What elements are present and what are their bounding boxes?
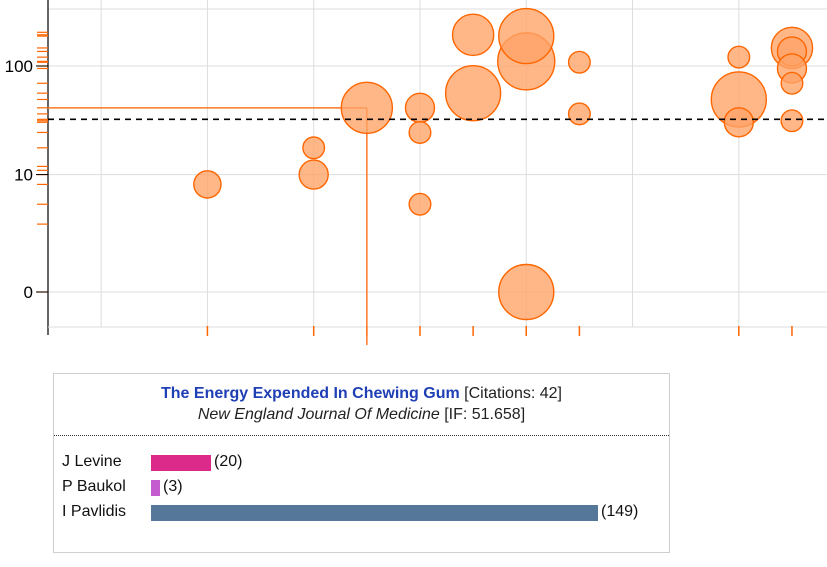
y-tick-label: 100 bbox=[5, 57, 33, 76]
y-tick-label: 10 bbox=[14, 166, 33, 185]
data-points bbox=[193, 7, 814, 321]
paper-info-box: The Energy Expended In Chewing Gum [Cita… bbox=[53, 373, 670, 553]
data-point bbox=[404, 92, 436, 124]
citation-count: [Citations: 42] bbox=[464, 385, 562, 402]
data-point bbox=[780, 71, 804, 95]
data-point bbox=[727, 45, 751, 69]
author-count: (3) bbox=[163, 478, 183, 495]
highlight-crosshair bbox=[48, 107, 368, 345]
author-count: (149) bbox=[601, 503, 639, 520]
data-point bbox=[567, 102, 591, 126]
data-point bbox=[340, 81, 394, 135]
author-name[interactable]: P Baukol bbox=[62, 478, 126, 495]
data-point bbox=[408, 192, 432, 216]
tick-labels: 19931994199619982000200220042006010100 bbox=[5, 57, 33, 302]
author-bar bbox=[151, 480, 160, 496]
data-point bbox=[408, 120, 432, 144]
data-point bbox=[498, 7, 555, 65]
data-point bbox=[193, 170, 222, 199]
data-point bbox=[567, 50, 591, 74]
rug-ticks bbox=[36, 31, 793, 336]
data-point bbox=[444, 64, 502, 122]
data-point bbox=[780, 109, 804, 133]
scatter-chart: 19931994199619982000200220042006010100 bbox=[5, 0, 827, 345]
journal-name: New England Journal Of Medicine bbox=[197, 406, 440, 423]
data-point bbox=[723, 107, 755, 138]
author-name[interactable]: J Levine bbox=[62, 453, 122, 470]
data-point bbox=[302, 136, 326, 160]
data-point bbox=[451, 13, 495, 57]
divider bbox=[54, 435, 669, 436]
impact-factor: [IF: 51.658] bbox=[444, 406, 526, 423]
axes bbox=[47, 0, 827, 335]
data-point bbox=[298, 159, 329, 190]
grid bbox=[48, 0, 827, 327]
author-bar bbox=[151, 505, 598, 521]
paper-header: The Energy Expended In Chewing Gum [Cita… bbox=[54, 374, 669, 425]
author-name[interactable]: I Pavlidis bbox=[62, 503, 127, 520]
author-count: (20) bbox=[214, 453, 243, 470]
author-bar bbox=[151, 455, 211, 471]
paper-title[interactable]: The Energy Expended In Chewing Gum bbox=[161, 385, 460, 402]
y-tick-label: 0 bbox=[24, 283, 33, 302]
data-point bbox=[498, 263, 555, 321]
